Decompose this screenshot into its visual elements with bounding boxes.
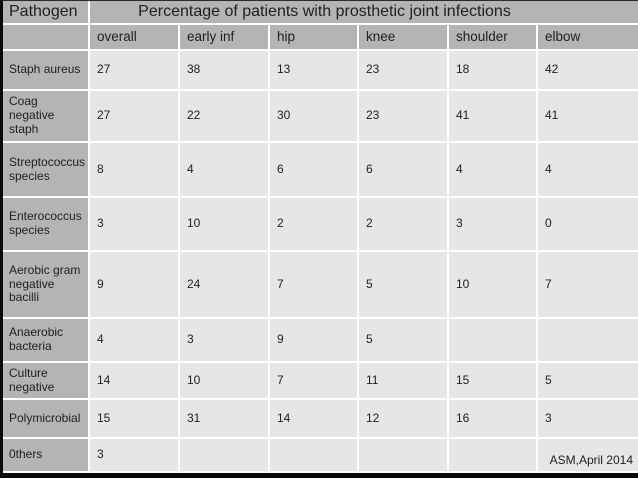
row-label-enterococcus-species: Enterococcus species bbox=[3, 198, 88, 250]
value-cell: 4 bbox=[180, 143, 268, 196]
row-label-others: 0thers bbox=[3, 439, 88, 471]
value-cell: 5 bbox=[359, 319, 447, 361]
value-cell: 41 bbox=[449, 91, 536, 141]
value-cell: 23 bbox=[359, 51, 447, 89]
value-cell: 24 bbox=[180, 252, 268, 317]
row-label-anaerobic-bacteria: Anaerobic bacteria bbox=[3, 319, 88, 361]
value-cell: 7 bbox=[270, 252, 357, 317]
value-cell: 8 bbox=[90, 143, 178, 196]
value-cell: 10 bbox=[449, 252, 536, 317]
value-cell: 16 bbox=[449, 400, 536, 437]
value-cell: 4 bbox=[538, 143, 638, 196]
value-cell: 2 bbox=[359, 198, 447, 250]
value-cell: 18 bbox=[449, 51, 536, 89]
value-cell: 4 bbox=[90, 319, 178, 361]
empty-corner-cell bbox=[3, 25, 88, 49]
row-label-streptococcus-species: Streptococcus species bbox=[3, 143, 88, 196]
value-cell: 3 bbox=[90, 439, 178, 471]
value-cell: 13 bbox=[270, 51, 357, 89]
footnote-cell: ASM,April 2014 bbox=[538, 439, 638, 471]
value-cell: 4 bbox=[449, 143, 536, 196]
value-cell: 15 bbox=[90, 400, 178, 437]
value-cell: 7 bbox=[538, 252, 638, 317]
value-cell bbox=[270, 439, 357, 471]
value-cell: 27 bbox=[90, 51, 178, 89]
value-cell bbox=[449, 319, 536, 361]
row-label-aerobic-gram-negative-bacilli: Aerobic gram negative bacilli bbox=[3, 252, 88, 317]
value-cell: 3 bbox=[538, 400, 638, 437]
value-cell: 5 bbox=[538, 363, 638, 398]
row-label-polymicrobial: Polymicrobial bbox=[3, 400, 88, 437]
value-cell: 3 bbox=[90, 198, 178, 250]
row-label-coag-negative-staph: Coag negative staph bbox=[3, 91, 88, 141]
value-cell: 15 bbox=[449, 363, 536, 398]
source-footnote: ASM,April 2014 bbox=[549, 453, 633, 468]
value-cell: 30 bbox=[270, 91, 357, 141]
col-header-shoulder: shoulder bbox=[449, 25, 536, 49]
value-cell: 14 bbox=[90, 363, 178, 398]
pathogen-table: Pathogen Percentage of patients with pro… bbox=[3, 1, 638, 471]
value-cell: 10 bbox=[180, 198, 268, 250]
value-cell: 42 bbox=[538, 51, 638, 89]
value-cell: 41 bbox=[538, 91, 638, 141]
col-header-hip: hip bbox=[270, 25, 357, 49]
value-cell: 9 bbox=[270, 319, 357, 361]
value-cell: 12 bbox=[359, 400, 447, 437]
value-cell bbox=[538, 319, 638, 361]
value-cell: 31 bbox=[180, 400, 268, 437]
value-cell: 7 bbox=[270, 363, 357, 398]
value-cell bbox=[359, 439, 447, 471]
col-header-early-inf: early inf bbox=[180, 25, 268, 49]
value-cell: 3 bbox=[180, 319, 268, 361]
value-cell: 5 bbox=[359, 252, 447, 317]
value-cell bbox=[449, 439, 536, 471]
table-title: Percentage of patients with prosthetic j… bbox=[90, 1, 638, 23]
value-cell: 3 bbox=[449, 198, 536, 250]
value-cell: 14 bbox=[270, 400, 357, 437]
value-cell: 2 bbox=[270, 198, 357, 250]
pathogen-corner-header: Pathogen bbox=[3, 1, 88, 23]
col-header-elbow: elbow bbox=[538, 25, 638, 49]
value-cell: 23 bbox=[359, 91, 447, 141]
row-label-culture-negative: Culture negative bbox=[3, 363, 88, 398]
row-label-staph-aureus: Staph aureus bbox=[3, 51, 88, 89]
value-cell: 6 bbox=[359, 143, 447, 196]
value-cell: 11 bbox=[359, 363, 447, 398]
value-cell: 10 bbox=[180, 363, 268, 398]
value-cell: 27 bbox=[90, 91, 178, 141]
value-cell: 0 bbox=[538, 198, 638, 250]
col-header-overall: overall bbox=[90, 25, 178, 49]
col-header-knee: knee bbox=[359, 25, 447, 49]
value-cell: 9 bbox=[90, 252, 178, 317]
value-cell: 22 bbox=[180, 91, 268, 141]
value-cell: 6 bbox=[270, 143, 357, 196]
value-cell bbox=[180, 439, 268, 471]
value-cell: 38 bbox=[180, 51, 268, 89]
